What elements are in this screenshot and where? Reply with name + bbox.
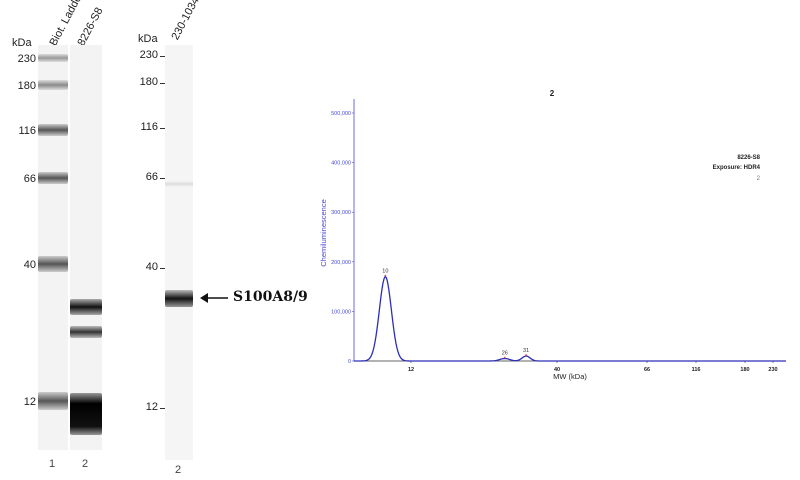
legend: 8226-S8 Exposure: HDR4 2 — [713, 155, 761, 182]
electropherogram-chart: 2 Chemiluminescence MW (kDa) 8226-S8 Exp… — [319, 89, 786, 381]
kda-unit-label-left: kDa — [12, 37, 32, 49]
marker-right-116: 116 — [140, 121, 158, 133]
marker-right-230: 230 — [139, 49, 158, 61]
marker-180: 180 — [17, 80, 36, 92]
x-tick-label: 66 — [644, 367, 650, 373]
y-tick-label: 200,000 — [331, 260, 351, 266]
y-tick-label: 500,000 — [331, 111, 351, 117]
legend-sample: 8226-S8 — [737, 155, 760, 161]
x-tick-label: 12 — [408, 367, 414, 373]
marker-116: 116 — [18, 125, 36, 137]
s100a8-9-band — [165, 290, 193, 307]
y-ticks: 0 100,000 200,000 300,000 400,000 500,000 — [331, 111, 354, 365]
ladder-band-66 — [38, 172, 68, 184]
tick-40 — [160, 268, 166, 269]
x-tick-label: 230 — [768, 367, 777, 373]
tick-116 — [160, 128, 166, 129]
marker-right-180: 180 — [139, 76, 158, 88]
lane-label-230-10346: 230-10346 — [169, 0, 205, 42]
tick-180 — [160, 83, 166, 84]
x-axis-label: MW (kDa) — [553, 372, 587, 381]
y-tick-label: 0 — [348, 359, 351, 365]
marker-230: 230 — [17, 53, 36, 65]
sample-band-upper — [70, 299, 102, 315]
peak-marker — [503, 356, 506, 359]
tick-12 — [160, 408, 166, 409]
marker-right-66: 66 — [145, 171, 158, 183]
faint-band-66 — [165, 181, 193, 187]
x-tick-label: 180 — [740, 367, 749, 373]
arrow-icon — [200, 293, 228, 303]
y-tick-label: 100,000 — [331, 309, 351, 315]
marker-12: 12 — [23, 396, 36, 408]
y-tick-label: 300,000 — [331, 210, 351, 216]
lane-230-10346 — [165, 45, 193, 460]
peak-marker — [525, 354, 527, 356]
lane-label-8226-s8: 8226-S8 — [75, 5, 106, 49]
tick-230 — [160, 56, 166, 57]
legend-num: 2 — [757, 176, 761, 182]
y-tick-label: 400,000 — [331, 161, 351, 167]
sample-band-mid — [70, 326, 102, 338]
s100a8-9-label: S100A8/9 — [233, 289, 308, 305]
ladder-band-180 — [38, 80, 68, 90]
chart-title: 2 — [550, 89, 555, 98]
marker-66: 66 — [23, 173, 36, 185]
x-tick-label: 40 — [554, 367, 560, 373]
marker-40: 40 — [23, 259, 36, 271]
peak-label: 31 — [523, 348, 529, 354]
peak-labels: 10 26 31 — [382, 269, 529, 359]
y-axis-label: Chemiluminescence — [319, 199, 328, 267]
lane-number-1: 1 — [49, 458, 56, 470]
ladder-band-230 — [38, 54, 68, 62]
x-ticks: 12 40 66 116 180 230 — [408, 361, 778, 373]
x-tick-label: 116 — [692, 367, 701, 373]
peak-label: 26 — [502, 351, 508, 357]
marker-right-40: 40 — [145, 261, 158, 273]
ladder-band-116 — [38, 124, 68, 136]
peak-marker — [384, 274, 387, 277]
ladder-band-40 — [38, 256, 68, 272]
lane-2-sample — [70, 45, 102, 450]
legend-exposure: Exposure: HDR4 — [713, 165, 761, 171]
lane-number-2: 2 — [82, 458, 89, 470]
chemiluminescence-trace — [354, 276, 786, 362]
sample-band-low — [70, 393, 102, 435]
marker-right-12: 12 — [145, 401, 158, 413]
ladder-band-12 — [38, 392, 68, 410]
tick-66 — [160, 178, 166, 179]
kda-unit-label-right: kDa — [138, 33, 158, 45]
lane-1-ladder — [38, 45, 68, 450]
lane-number-right-2: 2 — [175, 464, 182, 476]
peak-label: 10 — [382, 269, 388, 275]
